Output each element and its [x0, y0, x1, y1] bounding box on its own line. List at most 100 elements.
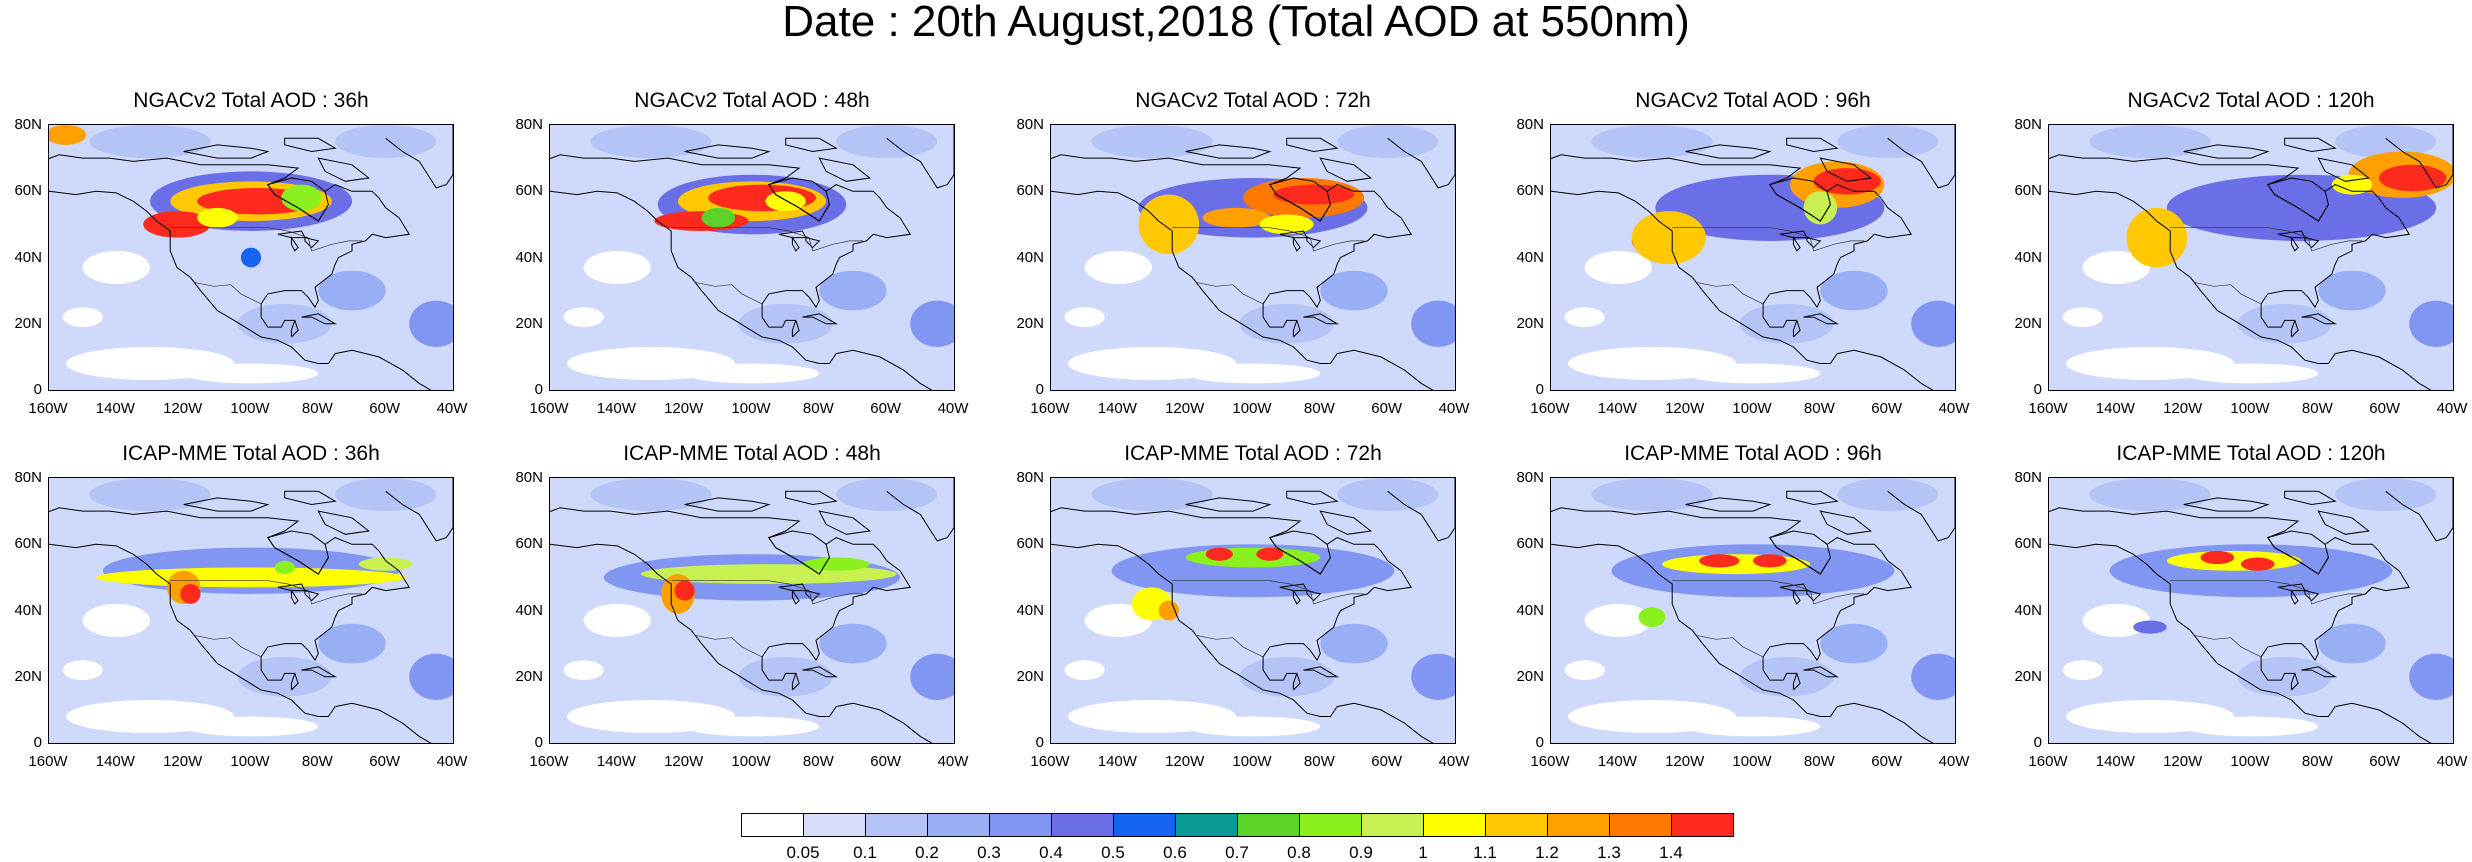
- coastline: [290, 235, 299, 252]
- lon-tick-label: 140W: [596, 400, 636, 417]
- aod-plume: [1064, 660, 1105, 681]
- lon-tick-label: 80W: [1803, 753, 1835, 770]
- panel-title: ICAP-MME Total AOD : 48h: [623, 442, 881, 465]
- colorbar-swatch: [1609, 813, 1672, 837]
- lon-tick-label: 80W: [1303, 753, 1335, 770]
- aod-plume: [1411, 300, 1455, 347]
- coastline: [2301, 313, 2338, 325]
- aod-plume: [2062, 660, 2103, 681]
- aod-plume: [1185, 547, 1321, 568]
- coastline: [1762, 656, 1798, 690]
- aod-plume: [62, 307, 103, 328]
- aod-plume: [1239, 656, 1334, 697]
- aod-map: [48, 477, 454, 744]
- lon-tick-label: 80W: [301, 753, 333, 770]
- lon-tick-label: 100W: [731, 753, 771, 770]
- coastline: [684, 497, 771, 512]
- coastline: [2284, 137, 2337, 153]
- lon-tick-label: 80W: [802, 753, 834, 770]
- aod-plume: [2183, 363, 2319, 384]
- coastline: [550, 190, 933, 390]
- coastline: [1185, 144, 1272, 159]
- aod-plume: [2166, 550, 2302, 571]
- colorbar-swatch: [989, 813, 1052, 837]
- aod-plume: [1685, 716, 1821, 737]
- country-border: [671, 580, 864, 605]
- aod-plume: [738, 303, 833, 344]
- lat-tick-label: 60N: [1516, 535, 1544, 553]
- coastline: [1051, 543, 1434, 743]
- lon-tick-label: 120W: [664, 753, 704, 770]
- aod-plume: [819, 270, 887, 311]
- coastline: [260, 303, 296, 337]
- aod-plume: [674, 580, 695, 601]
- aod-plume: [1205, 547, 1233, 561]
- lat-tick-label: 60N: [1016, 535, 1044, 553]
- aod-plume: [1591, 478, 1713, 512]
- lat-tick-label: 60N: [1016, 182, 1044, 200]
- lat-tick-label: 60N: [2014, 535, 2042, 553]
- coastline: [802, 313, 839, 325]
- aod-plume: [1084, 250, 1152, 284]
- lon-tick-label: 60W: [1371, 753, 1403, 770]
- coastline: [284, 137, 337, 153]
- aod-plume: [2335, 478, 2437, 512]
- colorbar-label: 0.2: [915, 843, 939, 862]
- aod-map: [1550, 477, 1956, 744]
- lon-tick-label: 80W: [1303, 400, 1335, 417]
- aod-map-graphic: [1051, 125, 1455, 390]
- coastline: [1551, 190, 1934, 390]
- aod-map: [1050, 477, 1456, 744]
- aod-plume: [1111, 544, 1395, 598]
- panel-title: NGACv2 Total AOD : 72h: [1135, 89, 1371, 112]
- colorbar-label: 0.3: [977, 843, 1001, 862]
- lon-tick-label: 80W: [802, 400, 834, 417]
- coastline: [2290, 235, 2299, 252]
- coastline: [1303, 313, 1340, 325]
- colorbar-label: 0.8: [1287, 843, 1311, 862]
- coastline: [2290, 588, 2299, 605]
- aod-map: [549, 124, 955, 391]
- aod-plume: [2089, 125, 2211, 159]
- panel-title: ICAP-MME Total AOD : 96h: [1624, 442, 1882, 465]
- lon-tick-label: 40W: [2436, 753, 2468, 770]
- colorbar-label: 1.3: [1597, 843, 1621, 862]
- lon-tick-label: 100W: [2230, 400, 2270, 417]
- aod-plume: [89, 125, 211, 159]
- lat-tick-label: 40N: [2014, 248, 2042, 266]
- aod-plume: [1259, 214, 1314, 235]
- aod-plume: [1411, 653, 1455, 700]
- aod-plume: [1185, 716, 1321, 737]
- aod-plume: [701, 207, 736, 228]
- lat-tick-label: 60N: [515, 182, 543, 200]
- coastline: [2183, 144, 2270, 159]
- coastline: [550, 154, 912, 309]
- coastline: [761, 303, 797, 337]
- lon-tick-label: 40W: [1938, 400, 1970, 417]
- lon-tick-label: 120W: [2163, 753, 2203, 770]
- aod-plume: [583, 603, 651, 637]
- country-border: [2170, 227, 2363, 252]
- aod-plume: [240, 247, 262, 268]
- colorbar-label: 1.1: [1473, 843, 1497, 862]
- aod-plume: [836, 125, 938, 159]
- lon-tick-label: 100W: [1732, 753, 1772, 770]
- colorbar-swatch: [865, 813, 928, 837]
- aod-map-graphic: [1551, 478, 1955, 743]
- lat-tick-label: 80N: [1016, 469, 1044, 486]
- aod-map: [2048, 477, 2454, 744]
- coastline: [291, 320, 299, 338]
- coastline: [1803, 313, 1840, 325]
- coastline: [818, 510, 872, 535]
- coastline: [2266, 530, 2329, 575]
- aod-plume: [583, 250, 651, 284]
- lon-tick-label: 40W: [2436, 400, 2468, 417]
- lon-tick-label: 60W: [1871, 400, 1903, 417]
- country-border: [170, 227, 363, 252]
- map-panel: ICAP-MME Total AOD : 72h 80N 60N 40N 20N 0 160…: [1016, 443, 1469, 770]
- aod-plume: [1911, 653, 1955, 700]
- lon-tick-label: 40W: [1438, 400, 1470, 417]
- lat-tick-label: 80N: [2014, 469, 2042, 486]
- lat-tick-label: 40N: [1516, 601, 1544, 619]
- lat-tick-label: 80N: [1516, 116, 1544, 133]
